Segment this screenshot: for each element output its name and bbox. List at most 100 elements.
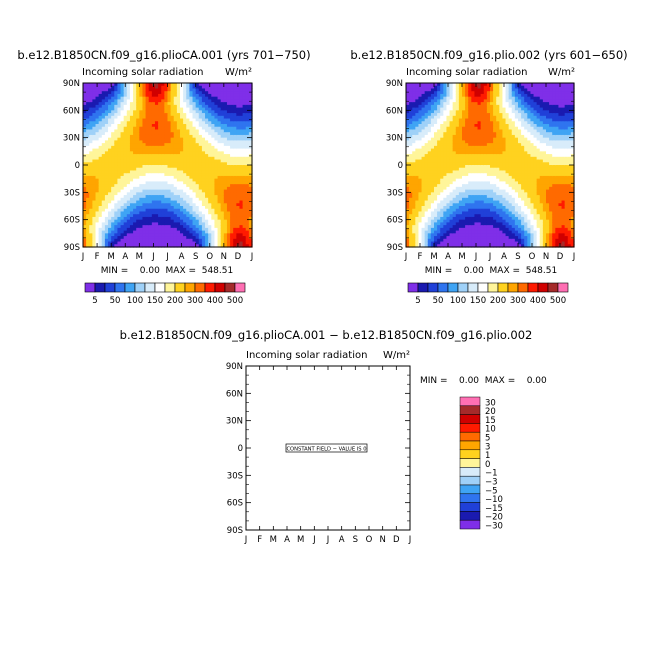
contour-cell: [233, 211, 237, 215]
contour-cell: [462, 233, 466, 237]
contour-cell: [104, 107, 109, 111]
contour-cell: [183, 181, 187, 185]
contour-cell: [486, 132, 491, 136]
contour-cell: [415, 181, 420, 185]
contour-cell: [427, 222, 432, 226]
contour-cell: [198, 219, 203, 223]
contour-cell: [220, 225, 225, 229]
contour-cell: [145, 167, 150, 172]
panel-plio: b.e12.B1850CN.f09_g16.plio.002 (yrs 601−…: [350, 48, 627, 306]
contour-cell: [480, 159, 485, 163]
contour-cell: [242, 88, 247, 92]
contour-cell: [208, 107, 212, 111]
contour-cell: [406, 102, 410, 106]
contour-cell: [192, 99, 197, 103]
contour-cell: [233, 175, 237, 180]
contour-cell: [161, 151, 165, 155]
contour-cell: [424, 186, 429, 191]
contour-cell: [198, 203, 203, 207]
contour-cell: [236, 104, 241, 109]
contour-cell: [183, 230, 187, 234]
contour-cell: [108, 159, 112, 163]
contour-cell: [248, 200, 253, 204]
contour-cell: [92, 124, 97, 128]
contour-cell: [98, 241, 103, 245]
contour-cell: [108, 145, 112, 150]
contour-cell: [161, 236, 165, 240]
contour-cell: [145, 178, 150, 182]
contour-cell: [92, 110, 97, 114]
contour-cell: [430, 225, 435, 229]
contour-cell: [486, 159, 491, 163]
contour-cell: [468, 121, 472, 125]
contour-cell: [89, 173, 93, 177]
contour-cell: [186, 173, 191, 177]
contour-cell: [101, 214, 106, 218]
contour-cell: [437, 241, 441, 245]
contour-cell: [114, 143, 119, 147]
contour-cell: [452, 170, 457, 174]
contour-cell: [226, 238, 231, 243]
contour-cell: [217, 110, 222, 114]
contour-cell: [98, 189, 103, 193]
contour-cell: [205, 225, 209, 229]
contour-cell: [480, 99, 485, 103]
contour-cell: [248, 225, 253, 229]
contour-cell: [458, 85, 463, 90]
contour-cell: [427, 126, 432, 131]
contour-cell: [217, 113, 222, 117]
contour-cell: [446, 227, 451, 232]
contour-cell: [98, 173, 103, 177]
contour-cell: [483, 230, 488, 234]
contour-cell: [164, 140, 169, 144]
contour-cell: [170, 195, 175, 199]
contour-cell: [176, 173, 181, 177]
contour-cell: [471, 233, 476, 237]
contour-cell: [424, 211, 429, 215]
contour-cell: [458, 186, 463, 191]
contour-cell: [412, 192, 416, 196]
contour-cell: [236, 216, 241, 221]
contour-cell: [465, 167, 469, 172]
contour-cell: [148, 110, 153, 114]
contour-cell: [465, 203, 469, 207]
contour-cell: [483, 238, 488, 243]
contour-cell: [245, 162, 250, 166]
contour-cell: [230, 236, 234, 240]
contour-cell: [164, 102, 169, 106]
contour-cell: [126, 137, 131, 141]
contour-cell: [486, 113, 491, 117]
contour-cell: [111, 126, 115, 131]
y-tick-label: 60N: [63, 106, 80, 116]
contour-cell: [136, 216, 140, 221]
contour-cell: [129, 104, 134, 109]
contour-cell: [211, 222, 216, 226]
contour-cell: [430, 154, 435, 158]
contour-cell: [455, 238, 460, 243]
contour-cell: [89, 214, 93, 218]
contour-cell: [129, 170, 134, 174]
contour-cell: [95, 170, 100, 174]
contour-cell: [111, 186, 115, 191]
contour-cell: [242, 214, 247, 218]
contour-cell: [139, 222, 144, 226]
contour-cell: [176, 83, 181, 87]
contour-cell: [465, 227, 469, 232]
contour-cell: [406, 140, 410, 144]
contour-cell: [136, 233, 140, 237]
contour-cell: [474, 129, 479, 133]
contour-cell: [192, 181, 197, 185]
contour-cell: [471, 88, 476, 92]
contour-cell: [421, 197, 426, 202]
contour-cell: [142, 91, 147, 95]
contour-cell: [148, 175, 153, 180]
contour-cell: [239, 227, 244, 232]
contour-cell: [248, 110, 253, 114]
contour-cell: [443, 121, 448, 125]
contour-cell: [233, 208, 237, 213]
contour-cell: [201, 241, 206, 245]
contour-cell: [449, 184, 454, 188]
contour-cell: [440, 192, 444, 196]
contour-cell: [148, 88, 153, 92]
contour-cell: [452, 118, 457, 122]
